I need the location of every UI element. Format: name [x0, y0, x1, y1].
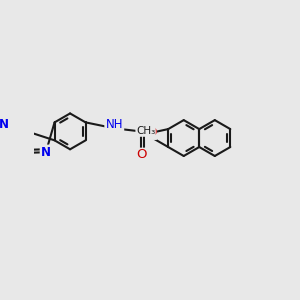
- Text: NH: NH: [105, 118, 122, 131]
- Text: O: O: [146, 126, 156, 139]
- Text: O: O: [136, 148, 146, 161]
- Text: N: N: [0, 118, 9, 130]
- Text: N: N: [41, 146, 51, 159]
- Text: CH₃: CH₃: [136, 126, 155, 136]
- Text: NH: NH: [106, 118, 124, 131]
